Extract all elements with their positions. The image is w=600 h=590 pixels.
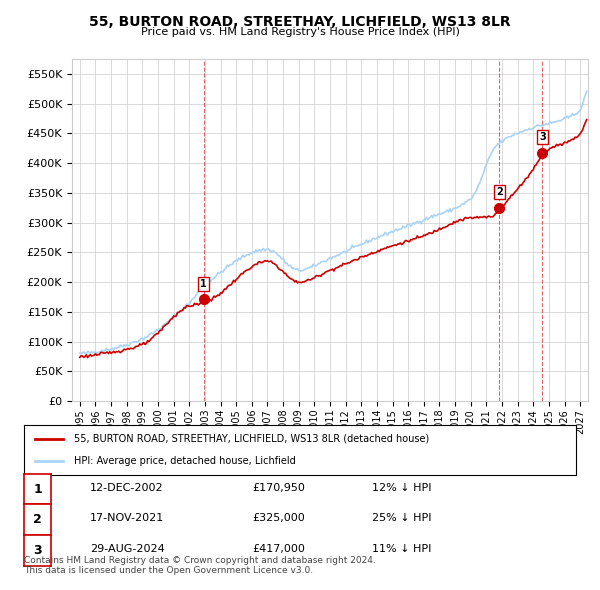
- Text: 12-DEC-2002: 12-DEC-2002: [90, 483, 164, 493]
- Text: 55, BURTON ROAD, STREETHAY, LICHFIELD, WS13 8LR: 55, BURTON ROAD, STREETHAY, LICHFIELD, W…: [89, 15, 511, 29]
- Text: 11% ↓ HPI: 11% ↓ HPI: [372, 544, 431, 554]
- Text: 2: 2: [33, 513, 42, 526]
- Text: 1: 1: [200, 278, 207, 289]
- Text: 29-AUG-2024: 29-AUG-2024: [90, 544, 165, 554]
- Text: £325,000: £325,000: [252, 513, 305, 523]
- Text: 3: 3: [539, 132, 546, 142]
- Text: 17-NOV-2021: 17-NOV-2021: [90, 513, 164, 523]
- Text: 3: 3: [33, 544, 42, 557]
- Text: £170,950: £170,950: [252, 483, 305, 493]
- Text: 55, BURTON ROAD, STREETHAY, LICHFIELD, WS13 8LR (detached house): 55, BURTON ROAD, STREETHAY, LICHFIELD, W…: [74, 434, 429, 444]
- Text: 12% ↓ HPI: 12% ↓ HPI: [372, 483, 431, 493]
- Text: Price paid vs. HM Land Registry's House Price Index (HPI): Price paid vs. HM Land Registry's House …: [140, 27, 460, 37]
- Text: 25% ↓ HPI: 25% ↓ HPI: [372, 513, 431, 523]
- Text: HPI: Average price, detached house, Lichfield: HPI: Average price, detached house, Lich…: [74, 456, 295, 466]
- Text: £417,000: £417,000: [252, 544, 305, 554]
- Text: Contains HM Land Registry data © Crown copyright and database right 2024.
This d: Contains HM Land Registry data © Crown c…: [24, 556, 376, 575]
- Text: 2: 2: [496, 187, 503, 197]
- Text: 1: 1: [33, 483, 42, 496]
